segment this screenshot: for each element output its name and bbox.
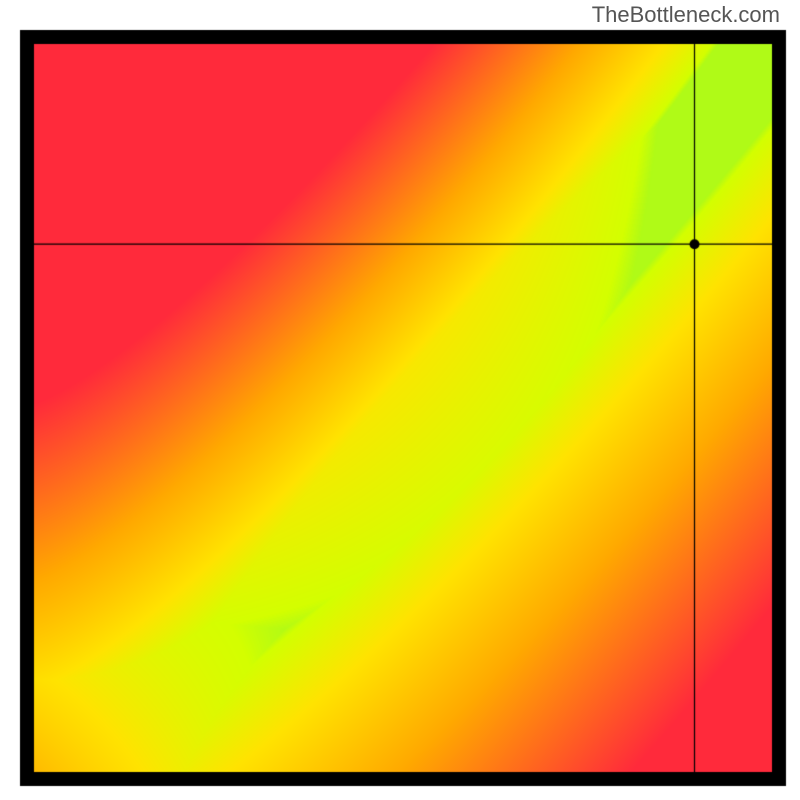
bottleneck-heatmap-canvas — [0, 0, 800, 800]
watermark-text: TheBottleneck.com — [592, 2, 780, 28]
